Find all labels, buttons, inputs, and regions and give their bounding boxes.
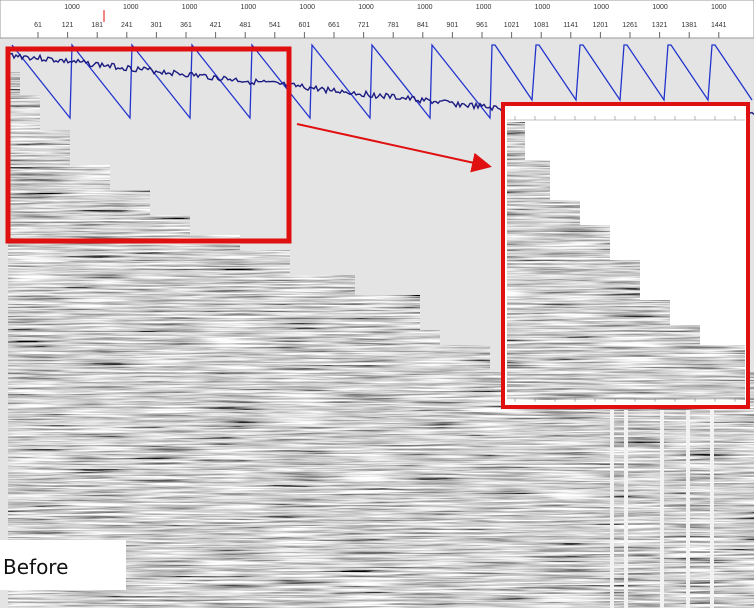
trace-label: 781 <box>387 22 399 29</box>
trace-label: 721 <box>358 22 370 29</box>
trace-label: 421 <box>210 22 222 29</box>
header-label: 1000 <box>299 4 315 11</box>
header-label: 1000 <box>64 4 80 11</box>
header-label: 1000 <box>535 4 551 11</box>
trace-label: 1141 <box>563 22 578 29</box>
trace-label: 181 <box>91 22 103 29</box>
trace-label: 61 <box>34 22 42 29</box>
header-label: 1000 <box>476 4 492 11</box>
trace-label: 661 <box>328 22 340 29</box>
trace-label: 1441 <box>711 22 727 29</box>
header-label: 1000 <box>123 4 139 11</box>
trace-label: 901 <box>447 22 459 29</box>
trace-label: 601 <box>299 22 311 29</box>
header-label: 1000 <box>241 4 257 11</box>
header-label: 1000 <box>711 4 727 11</box>
trace-label: 1321 <box>652 22 668 29</box>
header-label: 1000 <box>652 4 668 11</box>
trace-label: 841 <box>417 22 429 29</box>
trace-label: 121 <box>62 22 74 29</box>
trace-label: 1201 <box>593 22 609 29</box>
trace-label: 301 <box>151 22 163 29</box>
top-axis <box>0 0 754 38</box>
seismic-screenshot: 61 121 181 241 301 361 421 481 541 601 661 721 781 84… <box>0 0 754 608</box>
trace-label: 1261 <box>622 22 638 29</box>
header-label: 1000 <box>417 4 433 11</box>
trace-label: 541 <box>269 22 281 29</box>
trace-label: 1081 <box>533 22 549 29</box>
trace-label: 481 <box>239 22 251 29</box>
header-label: 1000 <box>182 4 198 11</box>
trace-label: 1021 <box>504 22 520 29</box>
caption: Before <box>3 555 68 579</box>
header-label: 1000 <box>358 4 374 11</box>
trace-label: 241 <box>121 22 133 29</box>
zoom-inset <box>503 104 748 407</box>
header-label: 1000 <box>593 4 609 11</box>
trace-label: 361 <box>180 22 192 29</box>
trace-label: 1381 <box>681 22 697 29</box>
trace-label: 961 <box>476 22 488 29</box>
